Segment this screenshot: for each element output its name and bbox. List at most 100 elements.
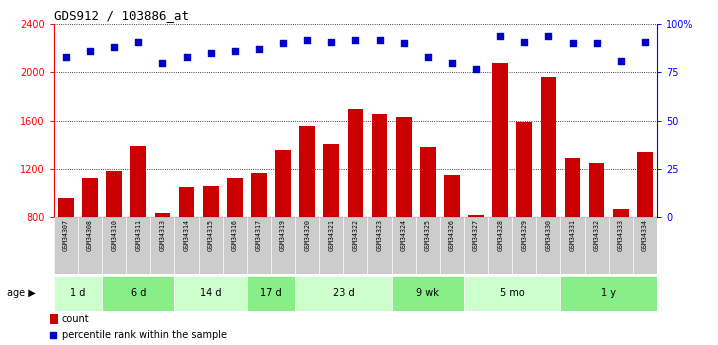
Text: GSM34313: GSM34313 — [159, 219, 165, 251]
Point — [133, 39, 144, 44]
Text: GSM34331: GSM34331 — [569, 219, 576, 251]
Text: GDS912 / 103886_at: GDS912 / 103886_at — [54, 9, 189, 22]
Text: GSM34316: GSM34316 — [232, 219, 238, 251]
Text: GSM34333: GSM34333 — [617, 219, 624, 251]
Text: GSM34317: GSM34317 — [256, 219, 262, 251]
Point — [470, 66, 482, 71]
Text: GSM34321: GSM34321 — [328, 219, 335, 251]
Bar — [372, 114, 388, 217]
Point — [422, 54, 434, 60]
Point — [543, 33, 554, 39]
Point — [325, 39, 337, 44]
Text: GSM34325: GSM34325 — [425, 219, 431, 251]
Bar — [584, 217, 609, 274]
Point — [229, 48, 241, 54]
Text: GSM34310: GSM34310 — [111, 219, 117, 251]
Point — [302, 37, 313, 42]
Bar — [299, 126, 315, 217]
Bar — [420, 147, 436, 217]
Text: GSM34323: GSM34323 — [376, 219, 383, 251]
Point — [403, 261, 414, 267]
Bar — [416, 217, 440, 274]
Bar — [440, 217, 464, 274]
Point — [639, 39, 651, 44]
Text: GSM34324: GSM34324 — [401, 219, 406, 251]
Bar — [564, 158, 580, 217]
Bar — [323, 144, 339, 217]
Bar — [391, 217, 416, 274]
Bar — [106, 171, 122, 217]
Bar — [82, 177, 98, 217]
Bar — [295, 276, 391, 310]
Text: 14 d: 14 d — [200, 288, 221, 298]
Point — [157, 60, 168, 66]
Bar — [126, 217, 150, 274]
Bar — [227, 177, 243, 217]
Point — [591, 41, 602, 46]
Bar — [251, 172, 267, 217]
Bar — [633, 217, 657, 274]
Bar — [174, 276, 247, 310]
Text: GSM34328: GSM34328 — [497, 219, 503, 251]
Point — [446, 60, 457, 66]
Bar — [468, 215, 484, 217]
Point — [518, 39, 530, 44]
Bar — [102, 217, 126, 274]
Bar — [199, 217, 223, 274]
Point — [615, 58, 627, 63]
Point — [495, 33, 506, 39]
Text: 23 d: 23 d — [332, 288, 354, 298]
Text: GSM34319: GSM34319 — [280, 219, 286, 251]
Bar — [493, 63, 508, 217]
Bar — [54, 217, 78, 274]
Text: GSM34307: GSM34307 — [63, 219, 69, 251]
Bar — [561, 217, 584, 274]
Text: age ▶: age ▶ — [7, 288, 36, 298]
Bar — [150, 217, 174, 274]
Text: 1 d: 1 d — [70, 288, 85, 298]
Text: 1 y: 1 y — [601, 288, 616, 298]
Bar — [368, 217, 391, 274]
Bar — [202, 186, 218, 217]
Bar — [54, 276, 102, 310]
Bar — [589, 163, 605, 217]
Text: 6 d: 6 d — [131, 288, 146, 298]
Bar — [488, 217, 512, 274]
Bar — [444, 175, 460, 217]
Bar — [348, 109, 363, 217]
Bar — [131, 146, 146, 217]
Text: 17 d: 17 d — [260, 288, 281, 298]
Point — [84, 48, 95, 54]
Bar — [512, 217, 536, 274]
Bar — [58, 198, 74, 217]
Bar — [174, 217, 199, 274]
Text: GSM34315: GSM34315 — [208, 219, 214, 251]
Point — [181, 54, 192, 60]
Bar — [247, 276, 295, 310]
Bar — [247, 217, 271, 274]
Point — [374, 37, 386, 42]
Bar — [561, 276, 657, 310]
Point — [277, 41, 289, 46]
Text: GSM34330: GSM34330 — [546, 219, 551, 251]
Bar — [343, 217, 368, 274]
Bar — [179, 187, 195, 217]
Text: GSM34314: GSM34314 — [184, 219, 190, 251]
Point — [398, 41, 409, 46]
Text: GSM34332: GSM34332 — [594, 219, 600, 251]
Text: GSM34326: GSM34326 — [449, 219, 455, 251]
Text: percentile rank within the sample: percentile rank within the sample — [62, 330, 227, 340]
Text: GSM34320: GSM34320 — [304, 219, 310, 251]
Text: GSM34334: GSM34334 — [642, 219, 648, 251]
Bar — [271, 217, 295, 274]
Bar — [609, 217, 633, 274]
Bar — [295, 217, 320, 274]
Text: GSM34308: GSM34308 — [87, 219, 93, 251]
Bar — [396, 117, 411, 217]
Bar — [541, 77, 556, 217]
Point — [253, 47, 265, 52]
Point — [567, 41, 578, 46]
Bar — [637, 152, 653, 217]
Bar — [102, 276, 174, 310]
Point — [350, 37, 361, 42]
